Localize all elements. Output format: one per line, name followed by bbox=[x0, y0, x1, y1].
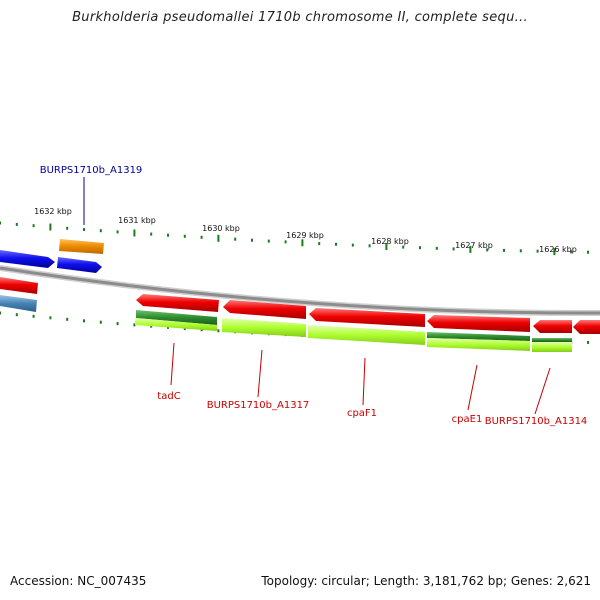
minor-tick bbox=[519, 249, 522, 253]
cds-darkgreen[interactable] bbox=[532, 338, 572, 342]
gene-reverse-red-left[interactable] bbox=[0, 277, 38, 294]
minor-tick bbox=[217, 329, 220, 333]
gene-reverse-red-right[interactable] bbox=[573, 320, 600, 334]
gene-forward-blue[interactable] bbox=[57, 257, 102, 273]
minor-tick bbox=[587, 340, 589, 344]
gene-tadC[interactable] bbox=[136, 294, 219, 312]
minor-tick bbox=[587, 250, 589, 254]
minor-tick bbox=[536, 249, 539, 253]
minor-tick bbox=[284, 240, 287, 244]
position-label: 1628 kbp bbox=[371, 237, 409, 246]
gene-cpaF1[interactable] bbox=[309, 308, 425, 327]
minor-tick bbox=[503, 248, 505, 252]
major-tick bbox=[301, 239, 304, 247]
gene-forward-orange[interactable] bbox=[59, 239, 104, 254]
minor-tick bbox=[66, 226, 69, 230]
position-label: 1631 kbp bbox=[118, 216, 156, 225]
label-leaders bbox=[83, 177, 551, 415]
minor-tick bbox=[49, 316, 52, 320]
gene-cpaE1[interactable] bbox=[427, 315, 530, 332]
gene-label-a1319[interactable]: BURPS1710b_A1319 bbox=[40, 165, 143, 176]
minor-tick bbox=[335, 242, 337, 246]
minor-tick bbox=[150, 324, 153, 328]
position-label: 1629 kbp bbox=[286, 231, 324, 240]
minor-tick bbox=[368, 244, 371, 248]
minor-tick bbox=[267, 239, 270, 243]
gene-labels: BURPS1710b_A1319 tadC BURPS1710b_A1317 c… bbox=[40, 165, 588, 427]
minor-tick bbox=[351, 243, 354, 247]
minor-tick bbox=[452, 247, 455, 251]
major-tick bbox=[217, 234, 220, 242]
gene-steel-left[interactable] bbox=[0, 295, 37, 312]
minor-tick bbox=[0, 311, 1, 315]
minor-tick bbox=[99, 320, 102, 324]
minor-tick bbox=[200, 235, 203, 239]
reverse-strand bbox=[0, 277, 600, 334]
gene-forward-blue-left[interactable] bbox=[0, 250, 55, 268]
position-labels: 1632 kbp 1631 kbp 1630 kbp 1629 kbp 1628… bbox=[34, 207, 577, 254]
position-label: 1630 kbp bbox=[202, 224, 240, 233]
backbone bbox=[0, 265, 600, 317]
minor-tick bbox=[251, 238, 253, 242]
cds-lightgreen[interactable] bbox=[532, 342, 572, 352]
position-label: 1632 kbp bbox=[34, 207, 72, 216]
gene-label-a1317[interactable]: BURPS1710b_A1317 bbox=[207, 400, 310, 411]
gene-label-cpaE1[interactable]: cpaE1 bbox=[452, 414, 483, 425]
minor-tick bbox=[150, 232, 153, 236]
major-tick bbox=[49, 223, 52, 231]
map-title: Burkholderia pseudomallei 1710b chromoso… bbox=[72, 10, 528, 25]
major-tick bbox=[553, 248, 556, 256]
gene-label-tadC[interactable]: tadC bbox=[157, 391, 180, 402]
cds-lightgreen[interactable] bbox=[308, 325, 425, 345]
position-label: 1626 kbp bbox=[539, 245, 577, 254]
major-tick bbox=[133, 229, 136, 237]
minor-tick bbox=[116, 322, 119, 326]
minor-tick bbox=[570, 250, 573, 254]
gene-label-cpaF1[interactable]: cpaF1 bbox=[347, 408, 377, 419]
major-tick bbox=[469, 245, 472, 253]
minor-tick bbox=[318, 242, 321, 246]
minor-tick bbox=[83, 319, 85, 323]
forward-strand bbox=[0, 239, 104, 273]
minor-tick bbox=[0, 221, 1, 225]
minor-tick bbox=[183, 234, 186, 238]
minor-tick bbox=[419, 246, 421, 250]
minor-tick bbox=[234, 237, 237, 241]
summary-text: Topology: circular; Length: 3,181,762 bp… bbox=[261, 574, 591, 588]
minor-tick bbox=[435, 246, 438, 250]
minor-tick bbox=[66, 317, 69, 321]
minor-tick bbox=[116, 230, 119, 234]
minor-tick bbox=[133, 323, 136, 327]
minor-tick bbox=[15, 222, 18, 226]
minor-tick bbox=[486, 248, 489, 252]
cds-lightgreen[interactable] bbox=[427, 338, 530, 351]
cds-darkgreen[interactable] bbox=[136, 310, 217, 325]
minor-tick bbox=[32, 314, 35, 318]
accession-text: Accession: NC_007435 bbox=[10, 574, 147, 588]
gene-a1317[interactable] bbox=[223, 300, 306, 319]
minor-tick bbox=[402, 245, 405, 249]
cds-lightgreen[interactable] bbox=[135, 318, 217, 331]
minor-tick bbox=[32, 224, 35, 228]
gene-label-a1314[interactable]: BURPS1710b_A1314 bbox=[485, 416, 588, 427]
minor-tick bbox=[83, 228, 85, 231]
minor-tick bbox=[15, 313, 18, 317]
gene-a1314[interactable] bbox=[533, 320, 572, 333]
tick-row-top bbox=[0, 221, 589, 256]
cds-features bbox=[135, 310, 572, 352]
cds-lightgreen[interactable] bbox=[222, 318, 306, 337]
position-label: 1627 kbp bbox=[455, 241, 493, 250]
minor-tick bbox=[99, 229, 102, 233]
major-tick bbox=[385, 243, 388, 250]
minor-tick bbox=[167, 233, 169, 237]
